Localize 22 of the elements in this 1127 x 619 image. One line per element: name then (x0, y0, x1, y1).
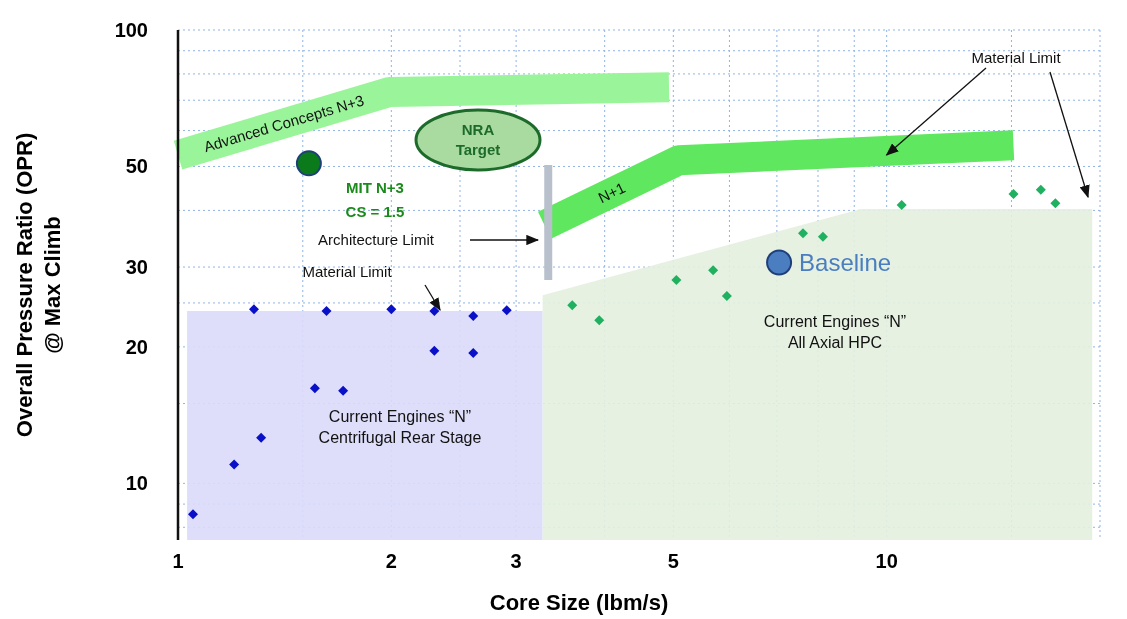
annotation: Material Limit (971, 49, 1062, 67)
series-label: Baseline (799, 248, 892, 276)
x-tick-label: 2 (385, 550, 397, 572)
x-tick-label: 10 (875, 550, 898, 572)
text: N+1 (595, 178, 628, 207)
x-tick-label: 5 (667, 550, 679, 572)
annotation: Material Limit (302, 263, 393, 281)
y-tick-label: 100 (114, 19, 148, 41)
annotation: CS = 1.5 (345, 203, 405, 221)
x-axis-title: Core Size (lbm/s) (489, 590, 669, 615)
y-tick-label: 30 (125, 256, 148, 279)
y-tick-label: 50 (125, 155, 148, 178)
x-tick-label: 1 (172, 550, 184, 572)
annotation: Architecture Limit (318, 231, 435, 249)
annotation: NRA Target (455, 121, 501, 159)
y-tick-label: 20 (125, 335, 148, 358)
annotation: Current Engines “N” Centrifugal Rear Stage (318, 407, 482, 447)
x-tick-label: 3 (510, 550, 522, 572)
annotation: Current Engines “N” All Axial HPC (763, 312, 907, 352)
annotation: MIT N+3 (346, 179, 404, 197)
y-tick-label: 10 (125, 472, 148, 495)
y-axis-title: Overall Pressure Ratio (OPR) @ Max Climb (12, 132, 65, 438)
